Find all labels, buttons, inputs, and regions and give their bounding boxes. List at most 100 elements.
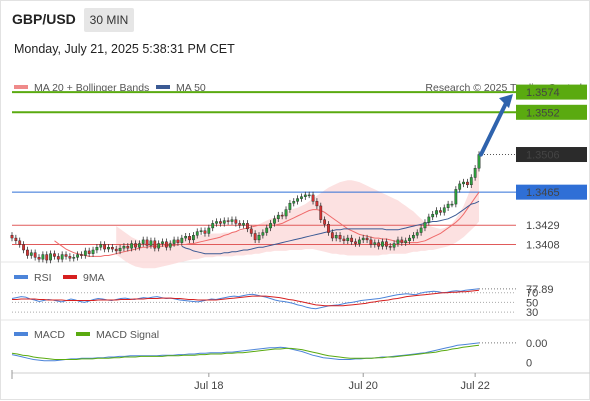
candle-body — [334, 235, 338, 239]
level-label-bg-resistance — [516, 104, 587, 120]
candle-body — [342, 238, 346, 242]
candle-body — [18, 240, 22, 245]
candle-body — [130, 243, 134, 249]
candle-body — [350, 237, 354, 242]
candle-body — [29, 252, 33, 256]
x-axis-tick-label: Jul 18 — [194, 380, 223, 392]
level-label-bg-resistance — [516, 84, 587, 100]
candle-body — [45, 254, 49, 261]
candle-body — [188, 236, 191, 241]
candle-body — [257, 235, 261, 241]
candle-body — [234, 219, 238, 224]
legend-label-ma50: MA 50 — [176, 82, 206, 94]
legend-swatch-ma50 — [156, 85, 170, 89]
candle-body — [211, 223, 215, 229]
candle-body — [80, 254, 83, 256]
candle-body — [408, 237, 411, 242]
candle-body — [261, 232, 265, 236]
candle-body — [466, 181, 469, 186]
candle-body — [230, 219, 234, 222]
candle-body — [423, 222, 427, 229]
macd-zero-label: 0 — [526, 357, 532, 369]
candle-body — [118, 247, 122, 252]
candle-body — [253, 233, 257, 241]
candle-body — [22, 244, 25, 251]
candle-body — [107, 247, 110, 250]
candle-body — [404, 240, 408, 243]
candle-body — [33, 252, 37, 258]
legend-label-rsi: RSI — [34, 272, 52, 284]
candle-body — [392, 243, 396, 248]
candle-body — [303, 194, 307, 197]
candle-body — [226, 220, 230, 222]
candle-body — [473, 168, 477, 178]
candle-body — [246, 223, 249, 230]
candle-body — [126, 246, 130, 249]
candle-body — [180, 237, 184, 243]
candle-body — [203, 230, 207, 234]
candle-body — [49, 253, 52, 261]
candle-body — [400, 239, 404, 243]
datetime-label: Monday, July 21, 2025 5:38:31 PM CET — [14, 42, 235, 56]
x-axis: Jul 18 Jul 20 Jul 22 — [194, 373, 490, 392]
timeframe-badge[interactable]: 30 MIN — [84, 8, 134, 32]
candle-body — [296, 198, 299, 202]
candle-body — [292, 201, 296, 204]
candle-body — [10, 235, 14, 239]
candle-body — [199, 230, 203, 232]
candle-body — [157, 243, 161, 249]
candle-body — [373, 242, 377, 245]
candle-body — [311, 194, 315, 202]
x-axis-tick-label: Jul 22 — [460, 380, 489, 392]
forecast-arrow-shaft — [479, 99, 509, 157]
candle-body — [249, 228, 253, 234]
candle-body — [164, 241, 168, 248]
candle-body — [330, 232, 334, 239]
candle-body — [114, 248, 118, 252]
candle-body — [273, 218, 276, 224]
candle-body — [207, 227, 211, 234]
legend-label-macd: MACD — [34, 329, 65, 341]
candle-body — [419, 227, 423, 233]
candle-body — [176, 239, 180, 243]
candle-body — [280, 214, 284, 217]
level-label-bg-pivot — [516, 184, 587, 200]
candle-body — [37, 257, 41, 260]
candle-body — [307, 194, 311, 197]
candle-body — [365, 237, 369, 241]
candle-body — [435, 210, 438, 215]
candle-body — [172, 239, 176, 244]
candle-body — [103, 244, 107, 250]
candle-body — [269, 223, 272, 229]
candle-body — [415, 232, 419, 236]
rsi-level-label: 50 — [526, 297, 538, 309]
candle-body — [357, 239, 361, 244]
candle-body — [427, 216, 431, 223]
rsi-line — [11, 288, 480, 310]
candle-body — [149, 240, 153, 246]
candle-body — [369, 239, 373, 245]
candle-body — [95, 247, 99, 251]
candle-body — [319, 205, 323, 220]
candle-body — [454, 189, 458, 205]
candle-body — [76, 254, 79, 258]
macd-line — [11, 342, 480, 362]
legend-swatch-rsi — [14, 275, 28, 279]
candle-body — [134, 243, 137, 248]
candle-body — [446, 203, 450, 208]
candle-body — [26, 249, 29, 256]
candle-body — [284, 209, 288, 217]
x-axis-tick-label: Jul 20 — [349, 380, 378, 392]
candle-body — [153, 240, 157, 249]
candle-body — [396, 239, 400, 244]
candle-body — [288, 202, 292, 210]
candle-body — [219, 221, 222, 224]
candle-body — [462, 181, 465, 185]
rsi-level-label: 70 — [526, 288, 538, 300]
candle-body — [137, 243, 141, 248]
candle-body — [346, 237, 350, 242]
candle-body — [458, 183, 462, 190]
candle-body — [68, 256, 72, 259]
